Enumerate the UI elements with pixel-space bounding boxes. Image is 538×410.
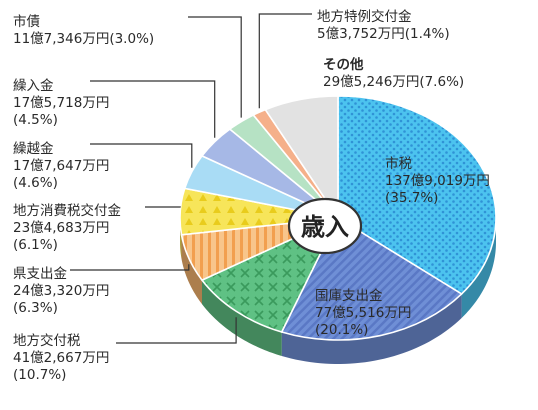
center-badge-ellipse [287, 197, 363, 255]
slice-amount: 17億7,647万円 [13, 158, 110, 174]
slice-name: 繰越金 [13, 141, 54, 157]
slice-name: 繰入金 [13, 78, 54, 94]
leader-lines [70, 13, 312, 344]
label-kofuzei: 地方交付税 41億2,667万円 (10.7%) [13, 333, 109, 384]
slice-amount: 137億9,019万円 [385, 173, 490, 189]
leader-line [258, 13, 312, 109]
label-kurikoshi: 繰越金 17億7,647万円 (4.6%) [13, 141, 109, 192]
slice-amount: 23億4,683万円 [13, 220, 110, 236]
slice-amount: 5億3,752万円 [317, 26, 405, 42]
slice-name: 市債 [13, 14, 40, 30]
slice-percent: (3.0%) [109, 31, 155, 47]
label-shisai: 市債 11億7,346万円(3.0%) [13, 14, 154, 48]
slice-name: 地方特例交付金 [317, 9, 412, 25]
slice-amount: 77億5,516万円 [315, 305, 412, 321]
slice-name: 国庫支出金 [315, 288, 383, 304]
label-sonota: その他 29億5,246万円(7.6%) [323, 57, 464, 91]
pie-side-segment [281, 293, 462, 364]
label-kokko: 国庫支出金 77億5,516万円 (20.1%) [315, 288, 411, 339]
slice-amount: 24億3,320万円 [13, 283, 110, 299]
label-shohizei: 地方消費税交付金 23億4,683万円 (6.1%) [13, 203, 121, 254]
slice-name: 地方交付税 [13, 333, 81, 349]
slice-name: 地方消費税交付金 [13, 203, 121, 219]
pie-slice [264, 95, 339, 221]
slice-percent: (6.3%) [13, 300, 58, 316]
slice-amount: 17億5,718万円 [13, 95, 110, 111]
pie-side-segment [461, 218, 496, 318]
slice-name: 県支出金 [13, 266, 67, 282]
label-shizei: 市税 137億9,019万円 (35.7%) [385, 156, 490, 207]
slice-name: その他 [323, 57, 364, 73]
slice-percent: (35.7%) [385, 190, 439, 206]
slice-percent: (6.1%) [13, 237, 58, 253]
leader-line [70, 264, 190, 271]
slice-name: 市税 [385, 156, 412, 172]
center-badge: 歳入 [287, 197, 363, 255]
slice-percent: (1.4%) [404, 26, 450, 42]
slice-percent: (4.6%) [13, 175, 58, 191]
leader-line [116, 317, 237, 344]
slice-percent: (20.1%) [315, 322, 369, 338]
pie-side-segment [202, 280, 282, 356]
slice-percent: (4.5%) [13, 112, 58, 128]
leader-line [188, 16, 242, 118]
pie-slice [337, 95, 497, 295]
slice-amount: 29億5,246万円 [323, 74, 420, 90]
label-ken: 県支出金 24億3,320万円 (6.3%) [13, 266, 109, 317]
slice-amount: 41億2,667万円 [13, 350, 110, 366]
slice-amount: 11億7,346万円 [13, 31, 110, 47]
label-tokurei: 地方特例交付金 5億3,752万円(1.4%) [317, 9, 450, 43]
slice-percent: (7.6%) [419, 74, 465, 90]
label-kuriire: 繰入金 17億5,718万円 (4.5%) [13, 78, 109, 129]
pie-sides [180, 218, 496, 364]
slice-percent: (10.7%) [13, 367, 67, 383]
chart-title: 歳入 [301, 213, 349, 241]
pie-side-segment [181, 234, 202, 305]
leader-line [90, 143, 193, 168]
leader-line [90, 80, 216, 138]
leader-line [145, 206, 181, 208]
